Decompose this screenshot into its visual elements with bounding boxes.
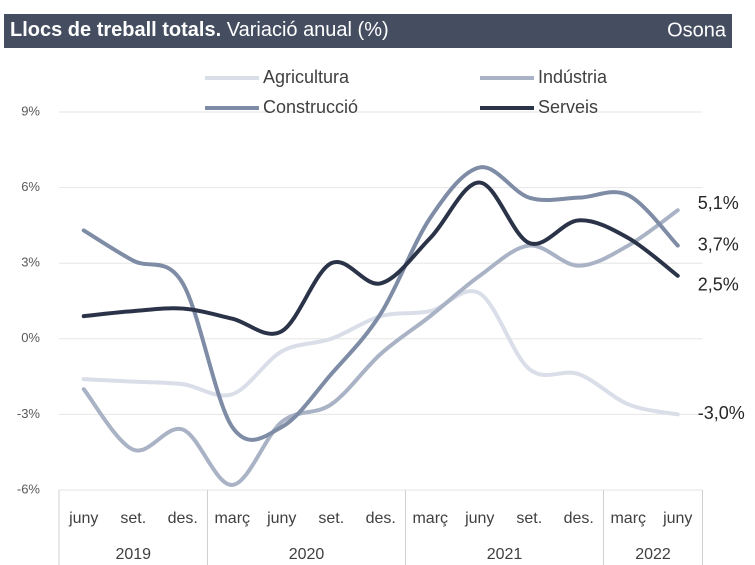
data-label: 3,7% bbox=[698, 234, 739, 254]
x-group-label: 2022 bbox=[635, 546, 671, 563]
x-tick-label: juny bbox=[662, 510, 692, 527]
y-tick-label: 0% bbox=[21, 330, 40, 345]
y-tick-label: 3% bbox=[21, 255, 40, 270]
series-line bbox=[81, 208, 680, 487]
x-tick-label: des. bbox=[168, 510, 198, 527]
x-tick-label: març bbox=[610, 510, 646, 527]
x-tick-label: set. bbox=[318, 510, 344, 527]
data-label: 2,5% bbox=[698, 275, 739, 295]
x-tick-label: set. bbox=[120, 510, 146, 527]
x-tick-label: des. bbox=[564, 510, 594, 527]
series-line bbox=[81, 180, 680, 336]
data-label: 5,1% bbox=[698, 193, 739, 213]
header: Llocs de treball totals. Variació anual … bbox=[10, 19, 389, 41]
region: Osona bbox=[667, 19, 727, 41]
header-bar bbox=[4, 14, 732, 48]
chart-title: Llocs de treball totals. bbox=[10, 19, 221, 41]
x-group-label: 2019 bbox=[115, 546, 151, 563]
y-tick-label: -3% bbox=[17, 406, 41, 421]
x-tick-label: juny bbox=[266, 510, 296, 527]
x-tick-label: set. bbox=[516, 510, 542, 527]
legend-label: Construcció bbox=[263, 97, 358, 117]
chart-subtitle: Variació anual (%) bbox=[227, 19, 389, 41]
x-tick-label: març bbox=[412, 510, 448, 527]
x-tick-label: des. bbox=[366, 510, 396, 527]
y-tick-label: 9% bbox=[21, 103, 40, 118]
y-tick-label: -6% bbox=[17, 481, 41, 496]
x-tick-label: març bbox=[214, 510, 250, 527]
series-line bbox=[81, 165, 680, 442]
x-tick-label: juny bbox=[464, 510, 494, 527]
legend-label: Agricultura bbox=[263, 67, 350, 87]
legend-label: Serveis bbox=[538, 97, 598, 117]
legend-label: Indústria bbox=[538, 67, 608, 87]
data-label: -3,0% bbox=[698, 403, 745, 423]
x-group-label: 2020 bbox=[289, 546, 325, 563]
y-tick-label: 6% bbox=[21, 179, 40, 194]
x-group-label: 2021 bbox=[487, 546, 523, 563]
x-tick-label: juny bbox=[68, 510, 98, 527]
